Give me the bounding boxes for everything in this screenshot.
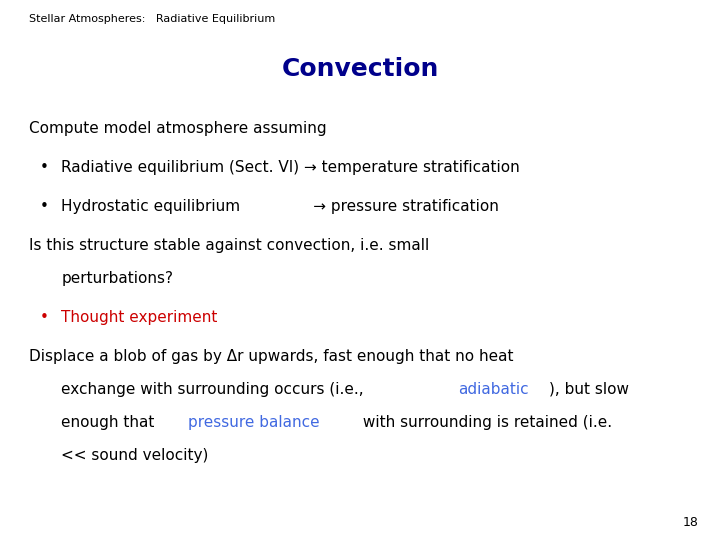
Text: << sound velocity): << sound velocity)	[61, 448, 209, 463]
Text: Hydrostatic equilibrium               → pressure stratification: Hydrostatic equilibrium → pressure strat…	[61, 199, 499, 214]
Text: with surrounding is retained (i.e.: with surrounding is retained (i.e.	[358, 415, 612, 430]
Text: Displace a blob of gas by Δr upwards, fast enough that no heat: Displace a blob of gas by Δr upwards, fa…	[29, 349, 513, 364]
Text: Thought experiment: Thought experiment	[61, 310, 217, 325]
Text: pressure balance: pressure balance	[188, 415, 320, 430]
Text: Compute model atmosphere assuming: Compute model atmosphere assuming	[29, 122, 326, 137]
Text: Is this structure stable against convection, i.e. small: Is this structure stable against convect…	[29, 238, 429, 253]
Text: adiabatic: adiabatic	[458, 382, 528, 397]
Text: •: •	[40, 310, 48, 325]
Text: perturbations?: perturbations?	[61, 271, 174, 286]
Text: ), but slow: ), but slow	[549, 382, 629, 397]
Text: Convection: Convection	[282, 57, 438, 80]
Text: Radiative equilibrium (Sect. VI) → temperature stratification: Radiative equilibrium (Sect. VI) → tempe…	[61, 160, 520, 176]
Text: •: •	[40, 199, 48, 214]
Text: exchange with surrounding occurs (i.e.,: exchange with surrounding occurs (i.e.,	[61, 382, 369, 397]
Text: 18: 18	[683, 516, 698, 529]
Text: •: •	[40, 160, 48, 176]
Text: Stellar Atmospheres:   Radiative Equilibrium: Stellar Atmospheres: Radiative Equilibri…	[29, 14, 275, 24]
Text: enough that: enough that	[61, 415, 159, 430]
